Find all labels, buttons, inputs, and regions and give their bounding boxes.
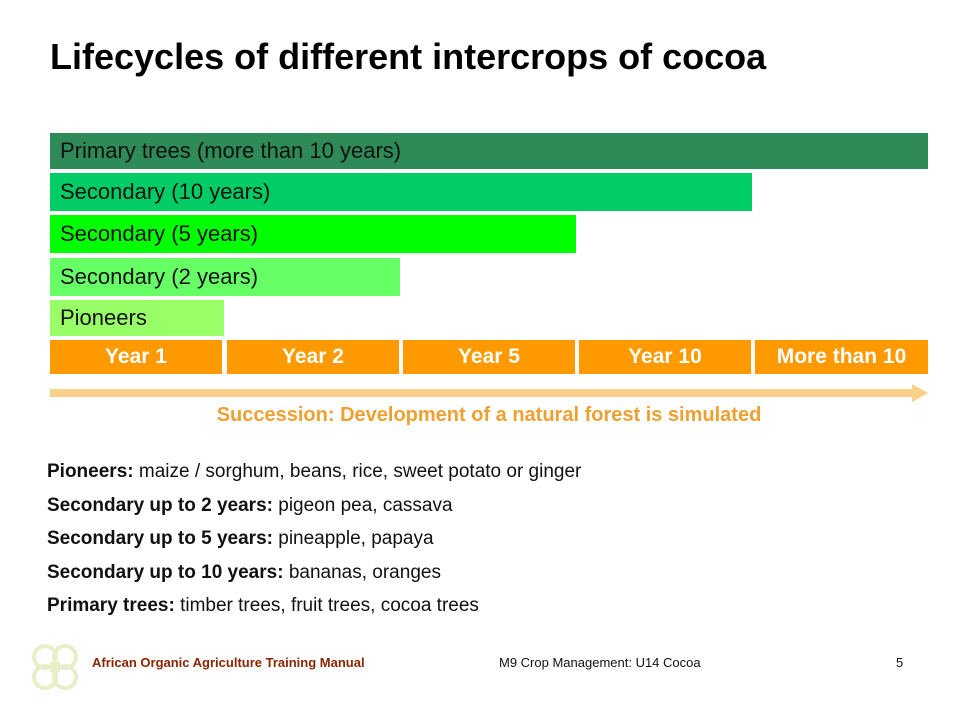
bar-label: Secondary (2 years): [60, 264, 259, 289]
crop-legend: Pioneers: maize / sorghum, beans, rice, …: [47, 461, 581, 629]
year-cell-5: Year 5: [403, 340, 575, 374]
legend-term: Primary trees:: [47, 595, 175, 617]
legend-row-secondary-10: Secondary up to 10 years: bananas, orang…: [47, 562, 581, 596]
bar-secondary-5-years: Secondary (5 years): [50, 215, 576, 253]
year-timeline: Year 1 Year 2 Year 5 Year 10 More than 1…: [50, 340, 928, 374]
year-cell-1: Year 1: [50, 340, 222, 374]
legend-row-secondary-2: Secondary up to 2 years: pigeon pea, cas…: [47, 495, 581, 529]
bar-label: Primary trees (more than 10 years): [60, 138, 402, 163]
year-cell-10: Year 10: [579, 340, 751, 374]
legend-desc: pineapple, papaya: [272, 528, 434, 550]
legend-row-primary: Primary trees: timber trees, fruit trees…: [47, 595, 581, 629]
legend-desc: maize / sorghum, beans, rice, sweet pota…: [133, 461, 582, 482]
bar-secondary-10-years: Secondary (10 years): [50, 173, 752, 211]
bar-pioneers: Pioneers: [50, 300, 224, 336]
bar-label: Pioneers: [60, 305, 147, 330]
manual-logo-icon: [32, 644, 78, 690]
legend-term: Secondary up to 5 years:: [47, 528, 273, 550]
legend-row-secondary-5: Secondary up to 5 years: pineapple, papa…: [47, 528, 581, 562]
legend-desc: timber trees, fruit trees, cocoa trees: [174, 595, 479, 617]
footer-module: M9 Crop Management: U14 Cocoa: [499, 655, 701, 670]
year-cell-2: Year 2: [227, 340, 399, 374]
legend-term: Pioneers:: [47, 461, 134, 482]
bar-label: Secondary (5 years): [60, 221, 259, 246]
slide-title: Lifecycles of different intercrops of co…: [50, 36, 767, 77]
bar-secondary-2-years: Secondary (2 years): [50, 258, 400, 296]
legend-term: Secondary up to 10 years:: [47, 561, 284, 583]
succession-caption: Succession: Development of a natural for…: [216, 404, 762, 426]
footer-page-number: 5: [896, 655, 904, 670]
legend-term: Secondary up to 2 years:: [47, 494, 273, 516]
bar-label: Secondary (10 years): [60, 179, 271, 204]
legend-row-pioneers: Pioneers: maize / sorghum, beans, rice, …: [47, 461, 581, 495]
legend-desc: bananas, oranges: [283, 561, 441, 583]
year-cell-more-than-10: More than 10: [755, 340, 928, 374]
succession-arrow-icon: [50, 384, 928, 402]
legend-desc: pigeon pea, cassava: [272, 494, 453, 516]
footer-manual-title: African Organic Agriculture Training Man…: [92, 655, 365, 670]
bar-primary-trees: Primary trees (more than 10 years): [50, 133, 928, 169]
